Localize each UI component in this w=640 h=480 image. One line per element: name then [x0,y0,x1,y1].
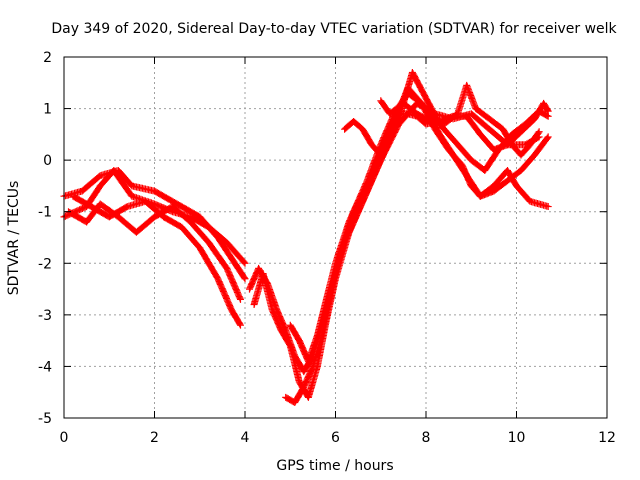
x-tick-label: 10 [508,430,526,446]
y-tick-label: 0 [43,153,52,169]
x-tick-label: 2 [150,430,159,446]
x-tick-label: 4 [241,430,250,446]
series-markers [69,192,244,329]
y-tick-label: -5 [38,411,52,427]
x-tick-label: 8 [422,430,431,446]
series-4 [69,192,244,329]
grid [64,57,607,418]
x-axis-label: GPS time / hours [276,458,393,474]
y-tick-label: -4 [38,359,52,375]
y-tick-label: -1 [38,205,52,221]
y-axis-label: SDTVAR / TECUs [6,181,22,296]
x-tick-label: 12 [598,430,616,446]
x-tick-label: 6 [331,430,340,446]
y-tick-label: -2 [38,256,52,272]
data-points [60,69,552,406]
series-10 [377,81,543,159]
y-tick-label: -3 [38,308,52,324]
chart-title: Day 349 of 2020, Sidereal Day-to-day VTE… [51,21,617,37]
x-tick-label: 0 [60,430,69,446]
series-markers [377,81,543,159]
y-tick-label: 1 [43,102,52,118]
y-tick-label: 2 [43,50,52,66]
